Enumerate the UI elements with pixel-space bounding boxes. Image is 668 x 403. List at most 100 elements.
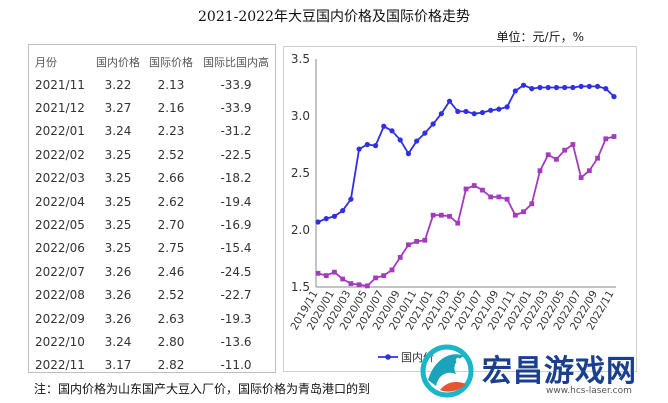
cell-international-price: 2.66 xyxy=(157,171,185,186)
cell-month: 2022/07 xyxy=(35,264,85,279)
cell-domestic-price: 3.25 xyxy=(104,218,132,233)
cell-ratio: -13.6 xyxy=(220,334,252,349)
cell-international-price: 2.52 xyxy=(157,147,185,162)
dragon-logo-icon xyxy=(420,344,474,398)
international-price-point xyxy=(455,220,461,226)
international-price-point xyxy=(364,283,370,289)
international-price-point xyxy=(496,194,502,200)
header-domestic-price: 国内价格 xyxy=(96,56,140,69)
cell-month: 2021/11 xyxy=(35,77,85,92)
international-price-point xyxy=(595,155,600,161)
cell-ratio: -33.9 xyxy=(220,77,252,92)
legend-domestic-marker xyxy=(385,354,391,360)
international-price-point xyxy=(504,196,510,202)
domestic-price-line xyxy=(317,84,615,223)
price-table: 月份 国内价格 国际价格 国际比国内高 2021/11 3.22 2.13 -33.9… xyxy=(33,51,275,377)
domestic-price-point xyxy=(512,88,518,94)
domestic-price-point xyxy=(438,111,444,117)
international-price-point xyxy=(373,275,378,281)
international-price-point xyxy=(521,209,526,215)
table-row: 2021/12 3.27 2.16 -33.9 xyxy=(33,96,275,119)
table-row: 2022/06 3.25 2.75 -15.4 xyxy=(33,237,275,260)
cell-domestic-price: 3.17 xyxy=(104,358,132,373)
international-price-point xyxy=(611,134,617,139)
international-price-point xyxy=(422,237,428,243)
chart-svg: 1.52.02.53.03.52019/112020/012020/032020… xyxy=(288,52,617,364)
domestic-price-point xyxy=(405,151,412,157)
cell-domestic-price: 3.26 xyxy=(104,288,132,303)
cell-domestic-price: 3.22 xyxy=(104,77,132,92)
table-row: 2022/02 3.25 2.52 -22.5 xyxy=(33,143,275,166)
domestic-price-point xyxy=(529,86,535,92)
international-price-point xyxy=(332,269,337,275)
table-row: 2022/09 3.26 2.63 -19.3 xyxy=(33,307,275,330)
international-price-point xyxy=(480,187,485,193)
international-price-point xyxy=(389,267,395,273)
cell-ratio: -31.2 xyxy=(220,124,252,139)
cell-international-price: 2.13 xyxy=(157,77,185,92)
watermark-title: 宏昌游戏网 xyxy=(482,354,637,389)
domestic-price-point xyxy=(340,208,346,214)
cell-international-price: 2.80 xyxy=(157,334,185,349)
watermark-url: www.hcs-laser.com xyxy=(546,386,632,396)
domestic-price-point xyxy=(570,84,576,91)
cell-domestic-price: 3.26 xyxy=(104,264,132,279)
unit-label: 单位：元/斤，% xyxy=(496,30,584,44)
international-price-point xyxy=(471,183,477,188)
domestic-price-point xyxy=(553,84,560,91)
domestic-price-point xyxy=(537,84,543,91)
cell-domestic-price: 3.24 xyxy=(104,124,132,139)
international-price-point xyxy=(570,142,576,147)
international-price-point xyxy=(397,254,403,260)
cell-international-price: 2.75 xyxy=(157,241,185,256)
domestic-price-point xyxy=(315,219,321,225)
domestic-price-point xyxy=(414,138,420,144)
domestic-price-point xyxy=(430,121,436,127)
page-title: 2021-2022年大豆国内价格及国际价格走势 xyxy=(198,9,470,25)
international-price-point xyxy=(447,213,452,219)
domestic-price-point xyxy=(381,123,387,129)
cell-month: 2022/03 xyxy=(35,171,85,186)
y-tick-label: 3.5 xyxy=(291,52,310,66)
international-price-point xyxy=(586,168,592,174)
cell-domestic-price: 3.25 xyxy=(104,171,132,186)
cell-ratio: -24.5 xyxy=(220,264,252,279)
cell-month: 2022/10 xyxy=(35,334,85,349)
cell-international-price: 2.46 xyxy=(157,264,185,279)
international-price-point xyxy=(323,273,329,278)
cell-domestic-price: 3.27 xyxy=(104,101,132,116)
cell-ratio: -33.9 xyxy=(220,101,252,116)
cell-international-price: 2.63 xyxy=(157,311,185,326)
cell-international-price: 2.62 xyxy=(157,194,185,209)
domestic-price-point xyxy=(364,141,370,148)
international-price-point xyxy=(340,276,346,282)
international-price-point xyxy=(348,281,354,286)
international-price-point xyxy=(488,194,494,200)
table-row: 2022/04 3.25 2.62 -19.4 xyxy=(33,190,275,213)
cell-ratio: -22.5 xyxy=(220,147,252,162)
cell-international-price: 2.82 xyxy=(157,358,185,373)
cell-ratio: -18.2 xyxy=(220,171,252,186)
cell-international-price: 2.16 xyxy=(157,101,185,116)
international-price-point xyxy=(381,273,387,278)
domestic-price-point xyxy=(331,213,338,219)
cell-month: 2022/11 xyxy=(35,358,85,373)
domestic-price-point xyxy=(446,98,453,104)
international-price-point xyxy=(430,212,436,218)
table-row: 2022/08 3.26 2.52 -22.7 xyxy=(33,284,275,307)
table-row: 2022/10 3.24 2.80 -13.6 xyxy=(33,330,275,353)
cell-domestic-price: 3.25 xyxy=(104,147,132,162)
international-price-point xyxy=(603,136,609,142)
table-row: 2021/11 3.22 2.13 -33.9 xyxy=(33,73,275,96)
domestic-price-point xyxy=(422,130,428,136)
domestic-price-point xyxy=(323,216,329,222)
table-row: 2022/11 3.17 2.82 -11.0 xyxy=(33,354,275,377)
domestic-price-point xyxy=(545,84,551,91)
international-price-point xyxy=(414,239,420,244)
domestic-price-point xyxy=(586,83,592,89)
y-tick-label: 2.0 xyxy=(291,223,310,237)
domestic-price-point xyxy=(488,107,494,113)
cell-month: 2022/05 xyxy=(35,218,85,233)
international-price-point xyxy=(562,147,568,153)
cell-month: 2021/12 xyxy=(35,101,85,116)
